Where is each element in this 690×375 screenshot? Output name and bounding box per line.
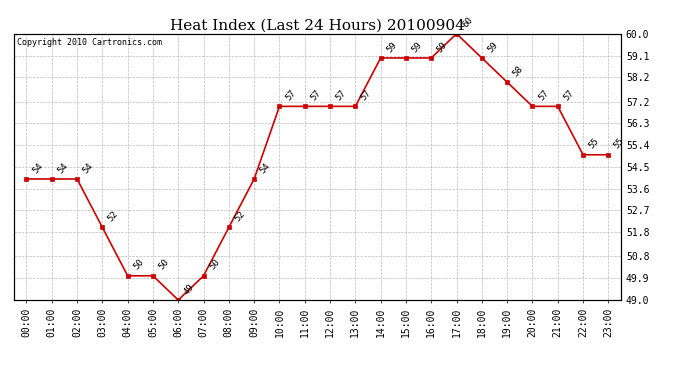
Text: 57: 57 (284, 88, 297, 102)
Text: 55: 55 (587, 136, 601, 151)
Text: 57: 57 (334, 88, 348, 102)
Text: 57: 57 (359, 88, 373, 102)
Text: 54: 54 (258, 161, 272, 175)
Text: 57: 57 (537, 88, 551, 102)
Text: Copyright 2010 Cartronics.com: Copyright 2010 Cartronics.com (17, 38, 162, 47)
Text: 49: 49 (182, 282, 196, 296)
Title: Heat Index (Last 24 Hours) 20100904: Heat Index (Last 24 Hours) 20100904 (170, 19, 465, 33)
Text: 59: 59 (385, 40, 399, 54)
Text: 60: 60 (461, 16, 475, 30)
Text: 54: 54 (30, 161, 44, 175)
Text: 54: 54 (56, 161, 70, 175)
Text: 55: 55 (613, 136, 627, 151)
Text: 50: 50 (157, 258, 171, 272)
Text: 59: 59 (486, 40, 500, 54)
Text: 54: 54 (81, 161, 95, 175)
Text: 58: 58 (511, 64, 525, 78)
Text: 52: 52 (106, 209, 120, 223)
Text: 50: 50 (132, 258, 146, 272)
Text: 57: 57 (309, 88, 323, 102)
Text: 50: 50 (208, 258, 221, 272)
Text: 59: 59 (410, 40, 424, 54)
Text: 52: 52 (233, 209, 247, 223)
Text: 59: 59 (435, 40, 449, 54)
Text: 57: 57 (562, 88, 575, 102)
